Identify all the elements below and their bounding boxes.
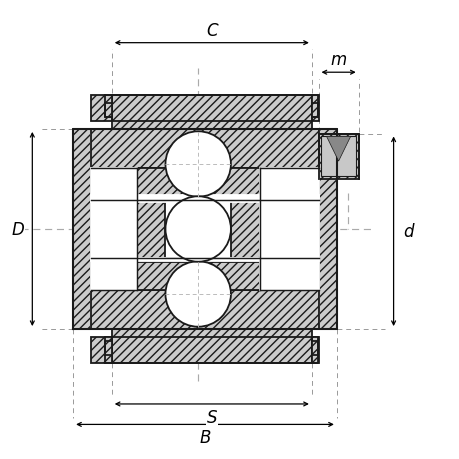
- Bar: [91, 337, 112, 363]
- Bar: [91, 168, 165, 291]
- Bar: [318, 134, 358, 179]
- Text: m: m: [330, 51, 346, 69]
- Bar: [259, 168, 318, 291]
- Bar: [311, 337, 318, 355]
- Bar: [91, 258, 318, 329]
- Bar: [91, 130, 318, 201]
- Text: C: C: [206, 22, 217, 40]
- Polygon shape: [326, 137, 350, 162]
- Bar: [73, 130, 91, 329]
- Circle shape: [165, 197, 230, 262]
- Bar: [311, 104, 318, 118]
- Bar: [112, 96, 311, 130]
- Text: S: S: [206, 408, 217, 426]
- Bar: [321, 137, 355, 177]
- Bar: [136, 262, 259, 291]
- Bar: [91, 258, 318, 262]
- Text: B: B: [199, 428, 210, 446]
- Bar: [91, 196, 318, 202]
- Bar: [311, 337, 318, 363]
- Text: D: D: [11, 220, 24, 239]
- Circle shape: [165, 132, 230, 197]
- Bar: [105, 337, 112, 355]
- Bar: [311, 96, 318, 122]
- Bar: [318, 130, 336, 329]
- Bar: [136, 168, 259, 197]
- Bar: [91, 168, 136, 291]
- Circle shape: [165, 262, 230, 327]
- Text: d: d: [402, 223, 413, 241]
- Bar: [230, 168, 318, 291]
- Bar: [105, 104, 112, 118]
- Bar: [91, 130, 318, 329]
- Bar: [112, 329, 311, 363]
- Bar: [91, 96, 112, 122]
